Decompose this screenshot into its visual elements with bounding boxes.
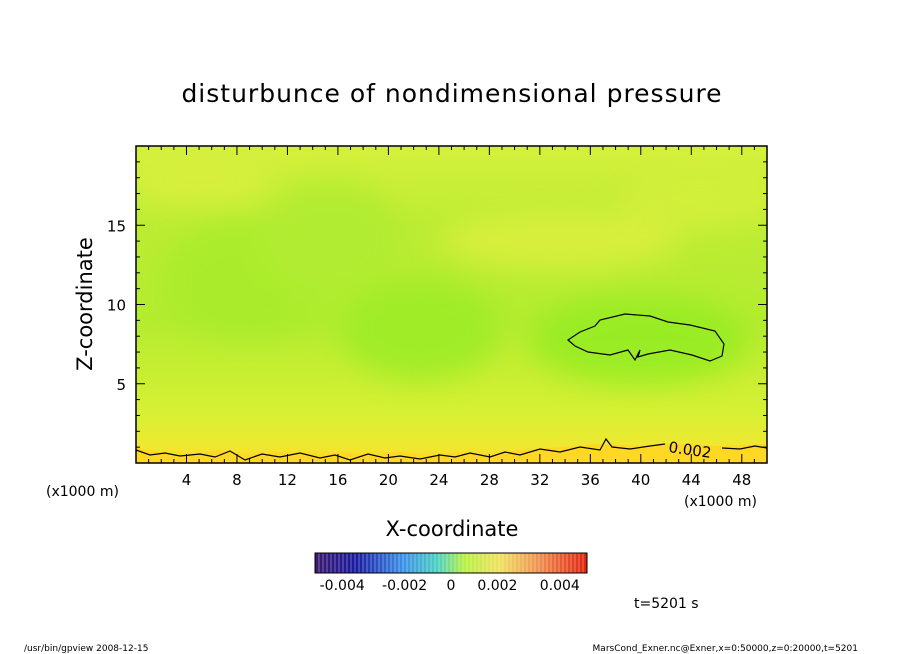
x-tick-label: 32: [530, 471, 549, 489]
x-axis-label: X-coordinate: [386, 517, 519, 541]
colorbar: [315, 553, 587, 573]
footer-right: MarsCond_Exner.nc@Exner,x=0:50000,z=0:20…: [593, 644, 858, 654]
x-tick-label: 16: [328, 471, 347, 489]
colorbar-tick-label: -0.004: [320, 578, 365, 594]
x-unit-left: (x1000 m): [46, 484, 119, 500]
colorbar-tick-label: 0.004: [540, 578, 580, 594]
y-tick-label: 10: [107, 297, 126, 315]
footer-left: /usr/bin/gpview 2008-12-15: [24, 644, 148, 654]
x-tick-label: 28: [480, 471, 499, 489]
x-tick-label: 8: [232, 471, 242, 489]
x-tick-label: 48: [732, 471, 751, 489]
contour-label: 0.002: [667, 438, 712, 462]
x-tick-label: 12: [278, 471, 297, 489]
chart-title: disturbunce of nondimensional pressure: [181, 79, 722, 108]
colorbar-tick-label: 0.002: [477, 578, 517, 594]
time-label: t=5201 s: [634, 596, 699, 612]
colorbar-ticks: -0.004 -0.002 0 0.002 0.004: [320, 578, 580, 594]
x-tick-label: 20: [379, 471, 398, 489]
x-tick-label: 44: [682, 471, 701, 489]
x-tick-label: 24: [429, 471, 448, 489]
contour-lines: [135, 313, 768, 461]
x-axis: 4 8 12 16 20 24 28 32 36 40 44 48: [148, 146, 755, 489]
y-axis-label: Z-coordinate: [73, 237, 97, 371]
colorbar-tick-label: 0: [447, 578, 456, 594]
x-unit-right: (x1000 m): [684, 494, 757, 510]
y-axis: 5 10 15: [107, 161, 767, 448]
x-tick-label: 4: [182, 471, 192, 489]
y-tick-label: 15: [107, 217, 126, 235]
heatmap-field: [136, 146, 767, 463]
y-tick-label: 5: [116, 376, 126, 394]
x-tick-label: 40: [631, 471, 650, 489]
colorbar-tick-label: -0.002: [382, 578, 427, 594]
x-tick-label: 36: [581, 471, 600, 489]
